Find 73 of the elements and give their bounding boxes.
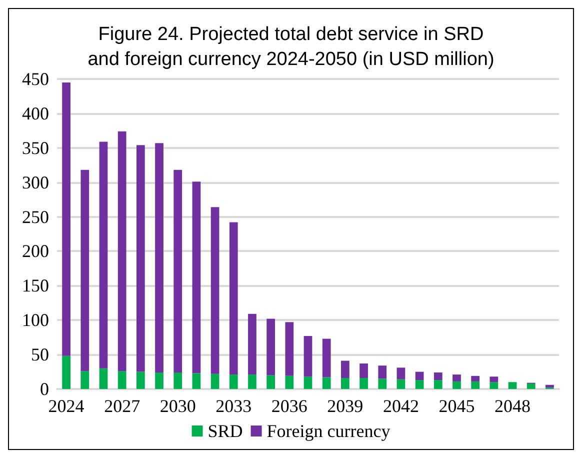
bar (155, 143, 164, 372)
bar (396, 368, 406, 380)
bar (285, 322, 294, 376)
legend-label: Foreign currency (266, 421, 390, 441)
bar (415, 372, 424, 380)
bar (322, 377, 331, 389)
bar (452, 374, 461, 382)
bar (341, 360, 350, 378)
x-tick-label: 2033 (216, 396, 252, 416)
y-tick-label: 300 (22, 172, 49, 192)
bar (174, 372, 182, 389)
x-tick-label: 2030 (160, 396, 196, 416)
bar (136, 372, 145, 389)
bar (62, 356, 70, 389)
bar (378, 378, 387, 389)
x-tick-label: 2045 (438, 396, 475, 416)
y-tick-label: 250 (22, 206, 49, 227)
y-tick-label: 50 (31, 344, 49, 365)
bar (248, 314, 256, 375)
bar (210, 207, 220, 374)
bar (229, 374, 238, 389)
bar (118, 371, 126, 389)
bar (378, 366, 387, 379)
x-tick-label: 2042 (382, 396, 419, 416)
bar (155, 372, 164, 389)
bar (80, 170, 90, 372)
bar (360, 364, 368, 378)
bar (192, 373, 201, 389)
bar (192, 182, 201, 374)
x-tick-label: 2039 (327, 396, 364, 416)
y-tick-label: 400 (22, 103, 49, 124)
bar (136, 145, 145, 372)
bar (341, 378, 350, 389)
bar (452, 381, 461, 389)
bar (546, 384, 554, 388)
y-tick-label: 0 (40, 379, 49, 399)
bar (415, 380, 424, 389)
bar (490, 382, 498, 389)
bar (304, 376, 312, 389)
y-tick-label: 350 (22, 138, 49, 158)
bar (174, 170, 182, 372)
bar (490, 376, 498, 382)
bar (322, 338, 331, 378)
bar (210, 374, 220, 389)
bar (62, 82, 70, 356)
bar (508, 382, 517, 389)
bar (99, 142, 108, 368)
bar (248, 374, 256, 389)
bar (471, 376, 480, 382)
bar (304, 336, 312, 377)
x-tick-label: 2036 (271, 396, 308, 416)
legend-label: SRD (208, 421, 243, 441)
x-tick-label: 2048 (494, 396, 531, 416)
chart-title: Figure 24. Projected total debt service in SRD and foreign currency 2024-2050 (in USD million) (88, 24, 494, 70)
x-tick-label: 2027 (104, 396, 140, 416)
y-tick-label: 450 (22, 69, 49, 89)
bar (266, 375, 275, 389)
bar (229, 222, 238, 375)
bar (526, 383, 536, 389)
bar (99, 368, 108, 389)
bar (266, 318, 275, 376)
bar (434, 380, 442, 389)
bar (80, 371, 90, 389)
y-tick-label: 150 (22, 276, 49, 296)
y-tick-label: 100 (22, 310, 49, 330)
y-tick-label: 200 (22, 241, 49, 262)
x-tick-label: 2024 (48, 396, 84, 416)
bar (360, 378, 368, 389)
bar (285, 376, 294, 389)
bar (434, 372, 442, 380)
bar (396, 379, 406, 389)
bar (118, 131, 126, 372)
bar (471, 381, 480, 389)
